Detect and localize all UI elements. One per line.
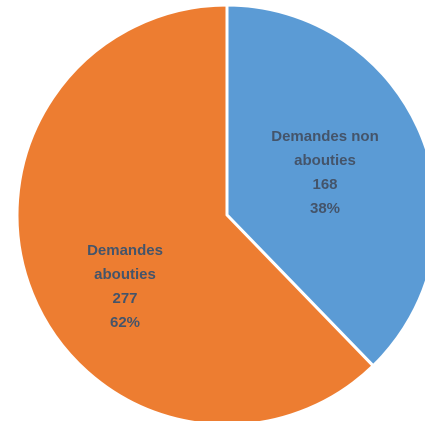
slice-label-text: abouties xyxy=(94,266,156,283)
slice-label-text: abouties xyxy=(294,152,356,169)
pie-slice-1 xyxy=(15,3,375,421)
slice-percent-label: 38% xyxy=(310,200,340,217)
slice-label-text: Demandes xyxy=(87,242,163,259)
slice-label-text: Demandes non xyxy=(271,128,379,145)
slice-percent-label: 62% xyxy=(110,314,140,331)
pie-slice-0 xyxy=(225,3,425,368)
slice-label-1: Demandes abouties 277 62% xyxy=(87,242,163,331)
slice-value-label: 168 xyxy=(312,176,337,193)
slice-label-0: Demandes non abouties 168 38% xyxy=(271,128,379,217)
slice-value-label: 277 xyxy=(112,290,137,307)
